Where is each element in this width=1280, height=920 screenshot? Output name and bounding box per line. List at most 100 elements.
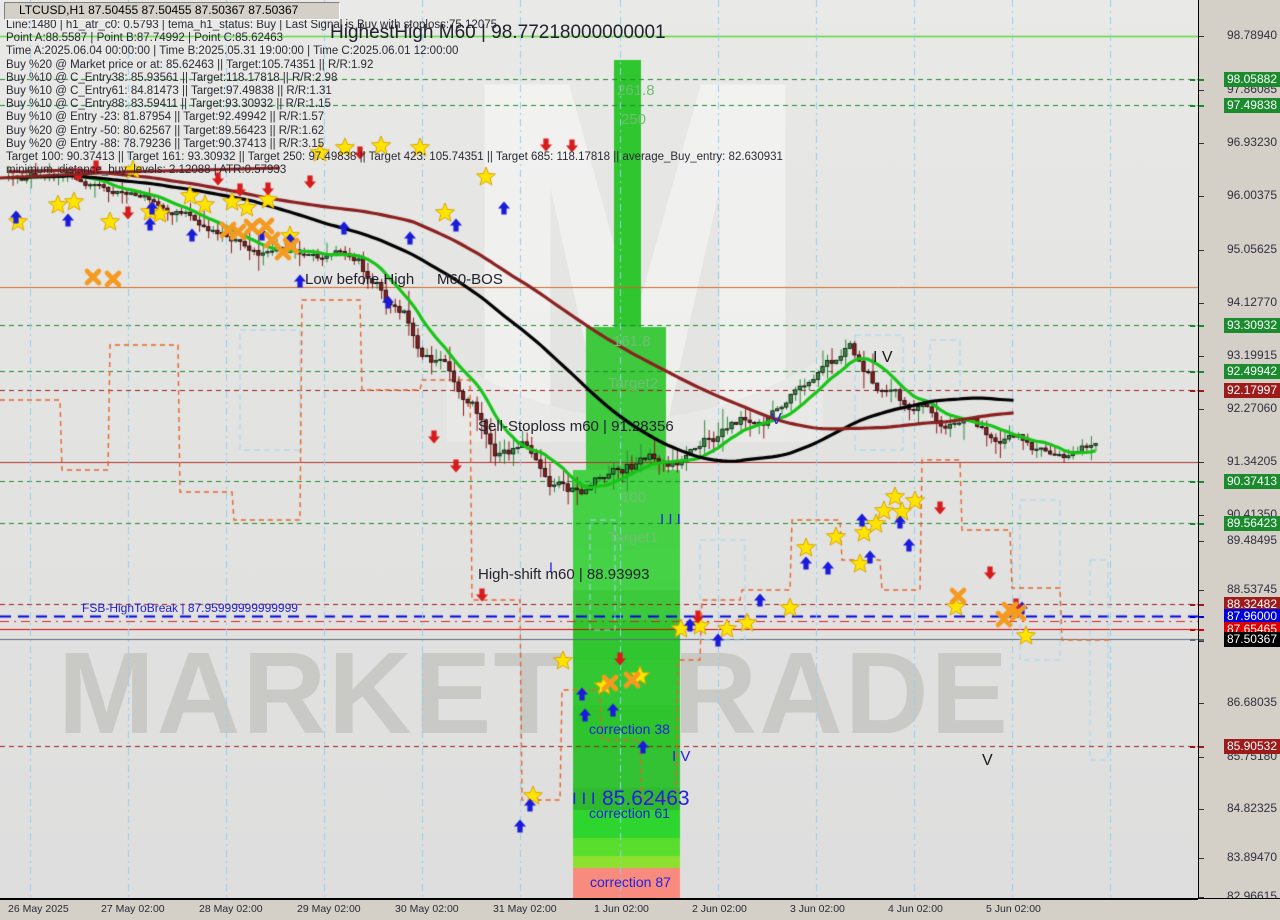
time-tick-label: 26 May 2025 [8, 903, 69, 915]
time-tick-label: 1 Jun 02:00 [594, 903, 649, 915]
price-level-badge[interactable]: 97.49838 [1223, 98, 1280, 113]
chart-label: Low before High [305, 271, 415, 288]
price-tick-label: 95.05625 [1226, 242, 1277, 256]
info-line: Buy %20 @ Entry -88: 78.79236 || Target:… [6, 137, 325, 150]
chart-label: M60-BOS [437, 271, 503, 288]
price-level-badge[interactable]: 98.05882 [1223, 72, 1280, 87]
info-line: Buy %20 @ Market price or at: 85.62463 |… [6, 58, 374, 71]
fib-label: Target2 [608, 375, 659, 392]
info-line: Buy %10 @ C_Entry38: 85.93561 || Target:… [6, 71, 338, 84]
highest-high-label: HighestHigh M60 | 98.77218000000001 [330, 22, 666, 43]
price-level-dash [1190, 481, 1204, 483]
time-tick-label: 3 Jun 02:00 [790, 903, 845, 915]
fib-label: 100 [621, 489, 647, 506]
price-level-dash [1190, 604, 1204, 606]
time-tick-label: 2 Jun 02:00 [692, 903, 747, 915]
price-level-badge[interactable]: 89.56423 [1223, 516, 1280, 531]
chart-label: V [982, 752, 993, 769]
time-tick-label: 31 May 02:00 [493, 903, 557, 915]
chart-plot-area[interactable]: MARKET TRADE 261.8250161.8Target2100Targ… [0, 0, 1198, 898]
time-axis[interactable]: 26 May 2025 27 May 02:00 28 May 02:00 29 Ma… [0, 898, 1280, 920]
time-tick-label: 29 May 02:00 [297, 903, 361, 915]
fib-label: 261.8 [617, 82, 655, 99]
price-tick-mark [1199, 809, 1204, 810]
price-tick-mark [1199, 757, 1204, 758]
time-tick-label: 27 May 02:00 [101, 903, 165, 915]
chart-canvas[interactable] [0, 0, 1198, 898]
price-tick-label: 92.27060 [1226, 401, 1277, 415]
fib-label: Target1 [608, 529, 659, 546]
info-line: Buy %20 @ Entry -50: 80.62567 || Target:… [6, 124, 325, 137]
price-level-badge[interactable]: 85.90532 [1223, 739, 1280, 754]
price-level-badge[interactable]: 87.50367 [1223, 632, 1280, 647]
info-line: Time A:2025.06.04 00:00:00 | Time B:2025… [6, 45, 459, 58]
price-tick-mark [1199, 858, 1204, 859]
chart-label: I [549, 559, 553, 575]
price-level-dash [1190, 523, 1204, 525]
chart-label: I V [873, 349, 893, 366]
price-level-dash [1190, 629, 1204, 631]
chart-label: I V [672, 748, 691, 765]
info-line: Buy %10 @ C_Entry61: 84.81473 || Target:… [6, 85, 332, 97]
price-level-dash [1190, 746, 1204, 748]
price-tick-mark [1199, 897, 1204, 898]
chart-label: V [771, 411, 782, 428]
price-tick-mark [1199, 303, 1204, 304]
time-tick-label: 4 Jun 02:00 [888, 903, 943, 915]
price-level-badge[interactable]: 87.96000 [1223, 609, 1280, 624]
time-axis-line [0, 899, 1198, 900]
chart-label: 85.62463 [602, 787, 690, 810]
info-line: Buy %10 @ Entry -23: 81.87954 || Target:… [6, 111, 325, 124]
price-tick-mark [1199, 541, 1204, 542]
price-tick-label: 83.89470 [1226, 850, 1277, 864]
price-level-dash [1190, 390, 1204, 392]
correction-label: correction 61 [589, 805, 670, 821]
time-tick-label: 30 May 02:00 [395, 903, 459, 915]
correction-label: correction 38 [589, 721, 670, 737]
price-tick-mark [1199, 143, 1204, 144]
correction-label: correction 87 [590, 874, 671, 890]
price-tick-label: 98.78940 [1226, 28, 1277, 42]
price-level-badge[interactable]: 93.30932 [1223, 318, 1280, 333]
info-line: Line:1480 | h1_atr_c0: 0.5793 | tema_h1_… [6, 19, 498, 31]
chart-label: I I I [572, 789, 596, 808]
price-tick-mark [1199, 250, 1204, 251]
info-line: minimum_distance_buy_levels: 2.12088 | A… [6, 164, 287, 177]
price-tick-mark [1199, 196, 1204, 197]
price-tick-label: 91.34205 [1226, 454, 1277, 468]
chart-label: Sell-Stoploss m60 | 91.28356 [478, 418, 674, 435]
price-tick-label: 96.93230 [1226, 135, 1277, 149]
info-line: Target 100: 90.37413 || Target 161: 93.3… [6, 151, 783, 163]
price-tick-mark [1199, 641, 1204, 642]
price-tick-label: 86.68035 [1226, 695, 1277, 709]
price-tick-mark [1199, 590, 1204, 591]
price-level-badge[interactable]: 88.32482 [1223, 597, 1280, 612]
price-tick-label: 88.53745 [1226, 582, 1277, 596]
symbol-timeframe-ohlc: LTCUSD,H1 87.50455 87.50455 87.50367 87.… [19, 3, 299, 17]
price-tick-mark [1199, 409, 1204, 410]
price-tick-mark [1199, 356, 1204, 357]
chart-label: FSB-HighToBreak | 87.95999999999999 [82, 601, 298, 615]
price-level-dash [1190, 371, 1204, 373]
price-level-dash [1190, 639, 1204, 641]
price-tick-label: 93.19915 [1226, 348, 1277, 362]
fib-label: 161.8 [613, 333, 651, 350]
price-tick-mark [1199, 515, 1204, 516]
price-tick-mark [1199, 90, 1204, 91]
chart-title-bar[interactable]: LTCUSD,H1 87.50455 87.50455 87.50367 87.… [4, 2, 340, 20]
price-level-badge[interactable]: 90.37413 [1223, 474, 1280, 489]
info-line: Buy %10 @ C_Entry88: 83.59411 || Target:… [6, 98, 331, 111]
time-tick-label: 5 Jun 02:00 [986, 903, 1041, 915]
price-axis[interactable]: 98.78940 97.86085 96.93230 96.00375 95.05625… [1190, 0, 1280, 903]
price-level-badge[interactable]: 92.17997 [1223, 383, 1280, 398]
price-level-badge[interactable]: 92.49942 [1223, 364, 1280, 379]
price-level-dash [1190, 105, 1204, 107]
price-tick-mark [1199, 462, 1204, 463]
price-tick-mark [1199, 703, 1204, 704]
time-tick-label: 28 May 02:00 [199, 903, 263, 915]
price-level-dash [1190, 616, 1204, 618]
chart-label: High-shift m60 | 88.93993 [478, 566, 650, 583]
price-tick-label: 96.00375 [1226, 188, 1277, 202]
price-tick-mark [1199, 36, 1204, 37]
